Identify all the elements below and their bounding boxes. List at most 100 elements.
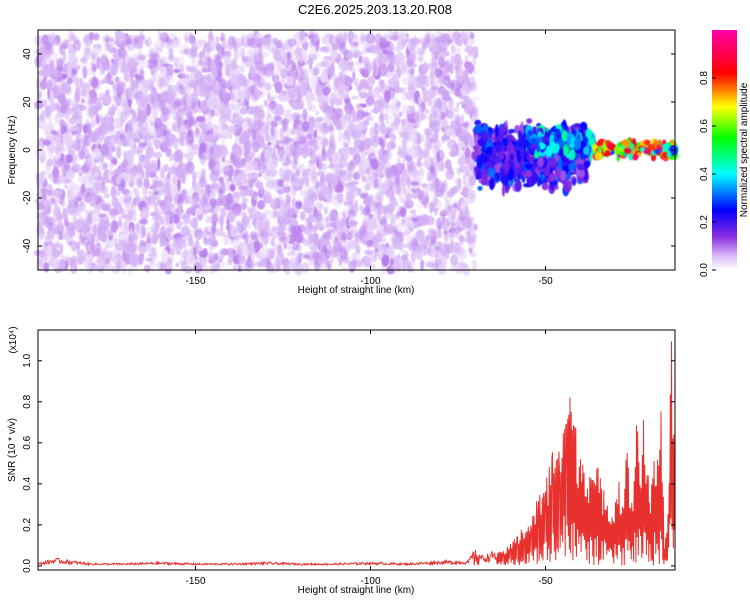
spectrogram-blob [145,146,155,159]
spectrogram-blob [232,239,240,252]
spectrogram-blob [217,47,223,54]
spectrogram-blob [378,79,385,84]
spectrogram-blob [293,128,297,135]
spectrogram-blob [221,248,229,256]
spectrogram-blob [422,245,428,256]
spectrogram-blob [138,245,147,255]
spectrogram-blob [116,187,122,197]
spectrogram-blob [133,40,137,50]
spectrogram-blob [183,163,191,169]
spectrogram-blob [371,129,375,142]
spectrogram-blob [186,254,196,266]
spectrogram-blob [209,151,218,159]
spectrogram-blob [116,145,122,159]
spectrogram-blob [220,231,228,238]
spectrogram-blob [187,234,193,247]
spectrogram-blob [60,82,67,93]
spectrogram-blob [428,202,434,209]
spectrogram-blob [470,32,475,40]
spectrogram-blob [63,39,71,45]
spectrogram-blob [358,122,363,134]
spectrogram-blob [263,172,268,181]
spectrogram-blob [185,94,192,108]
spectrogram-blob [365,204,371,215]
spectrogram-blob [436,149,445,161]
spectrogram-blob [160,32,170,43]
spectrogram-blob [251,172,255,177]
spectrogram-blob [274,104,284,116]
spectrogram-blob [109,80,115,86]
spectrogram-blob [67,53,76,58]
spectrogram-blob [402,188,407,194]
spectrogram-blob [241,197,248,204]
spectrogram-blob [49,94,56,104]
spectrogram-blob [473,48,478,55]
spectrogram-blob [183,246,190,256]
spectrogram-blob [395,210,401,221]
spectrogram-blob [281,89,289,95]
spectrogram-blob [447,64,453,72]
spectrogram-blob [456,217,460,227]
spectrogram-blob [120,177,124,183]
spectrogram-blob [48,256,58,266]
spectrogram-blob [249,85,256,94]
spectrogram-blob [63,216,69,227]
spectrogram-blob [232,159,239,167]
spectrogram-blob [160,136,165,143]
spectrogram-blob [390,264,395,271]
spectrogram-blob [323,206,328,215]
spectrogram-blob [322,231,332,240]
spectrogram-blob [470,96,480,101]
spectrogram-blob [212,66,218,79]
spectrogram-blob [406,110,413,118]
spectrogram-blob [229,184,236,192]
spectrogram-blob [416,132,421,140]
spectrogram-blob [470,250,478,258]
spectrogram-blob [303,206,314,214]
spectrogram-blob [205,234,212,239]
spectrogram-blob [153,151,163,159]
spectrogram-blob [159,66,166,74]
spectrogram-blob [151,222,160,233]
spectrogram-blob [413,35,418,49]
spectrogram-blob [282,135,291,145]
spectrogram-blob [84,126,91,139]
spectrogram-blob [423,36,427,50]
spectrogram-blob [350,252,358,263]
spectrogram-blob [401,181,406,188]
spectrogram-blob [283,68,290,75]
spectrogram-blob [416,230,422,240]
spectrogram-blob [290,143,298,156]
spectrogram-blob [59,243,64,254]
spectrogram-blob [242,78,252,87]
spectrogram-blob [281,210,289,217]
spectrogram-blob [410,68,415,76]
spectrogram-blob [140,218,148,226]
spectrogram-blob [409,209,416,214]
spectrogram-blob [261,51,270,58]
spectrogram-blob [268,250,273,260]
spectrogram-blob [387,78,396,85]
spectrogram-blob [117,113,122,118]
figure-title: C2E6.2025.203.13.20.R08 [298,2,452,17]
spectrogram-blob [125,38,132,45]
spectrogram-blob [88,193,96,207]
spectrogram-blob [301,146,309,159]
spectrogram-blob [366,96,375,106]
spectrogram-blob [92,160,96,172]
spectrogram-blob [139,53,147,61]
spectrogram-blob [319,72,329,83]
spectrogram-blob [189,47,196,60]
spectrogram-blob [259,123,267,133]
spectrogram-blob [375,222,385,235]
spectrogram-blob [139,106,149,119]
spectrogram-blob [233,40,237,52]
spectrogram-blob [124,237,134,242]
spectrogram-blob [47,202,52,213]
spectrogram-blob [392,234,401,246]
spectrogram-blob [371,44,379,52]
spectrogram-blob [177,55,185,67]
spectrogram-blob [337,179,343,192]
spectrogram-blob [371,107,381,114]
spectrogram-blob [342,160,347,167]
